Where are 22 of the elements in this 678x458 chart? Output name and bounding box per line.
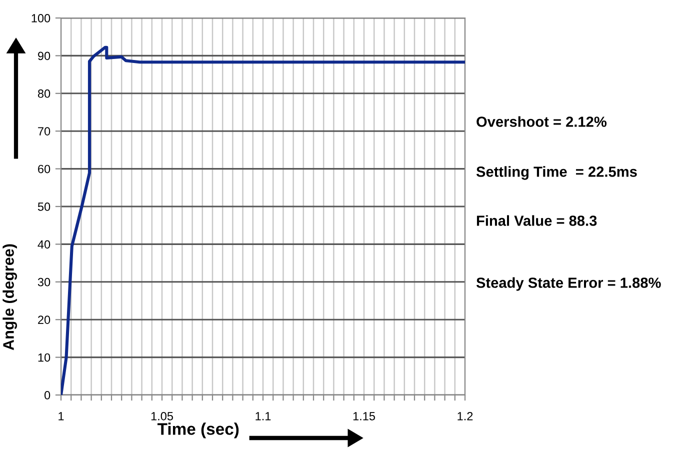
y-tick-label: 20 [38, 316, 50, 324]
y-tick-label: 0 [44, 391, 50, 400]
x-tick-label: 1.05 [151, 412, 173, 420]
y-tick-label: 10 [38, 353, 50, 362]
y-tick-label: 50 [38, 202, 50, 211]
y-tick-label: 100 [32, 14, 50, 22]
y-tick-label: 60 [38, 164, 50, 174]
x-tick-label: 1.15 [353, 412, 375, 420]
y-axis-title: Angle (degree) [2, 244, 17, 350]
text: Settling Time = 22.5ms [476, 166, 637, 180]
y-tick-label: 80 [38, 89, 50, 98]
x-axis-title: Time (sec) [157, 422, 239, 438]
y-tick-label: 70 [38, 127, 50, 136]
y-tick-label: 40 [38, 240, 50, 249]
y-tick-label: 30 [38, 278, 50, 286]
x-tick-label: 1.2 [458, 412, 473, 420]
y-tick-label: 90 [38, 52, 50, 60]
text: Steady State Error = 1.88% [476, 277, 661, 291]
text: Final Value = 88.3 [476, 215, 597, 226]
x-tick-label: 1 [58, 412, 64, 420]
x-tick-label: 1.1 [256, 412, 271, 420]
text: Overshoot = 2.12% [476, 116, 607, 127]
